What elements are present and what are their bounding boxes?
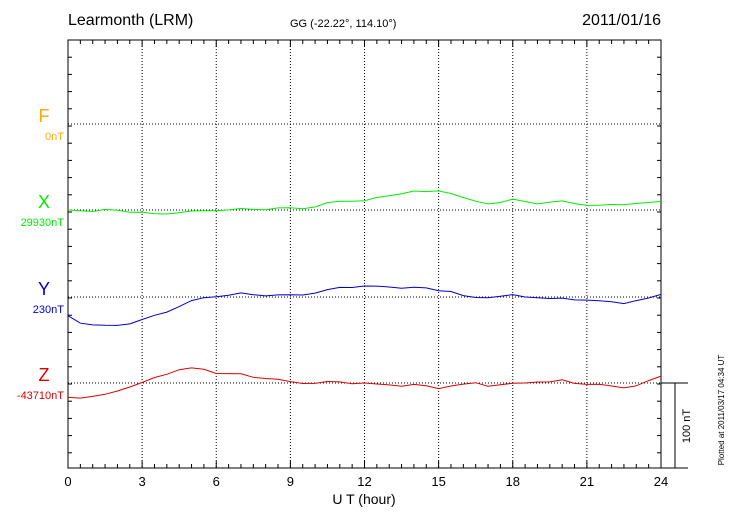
scale-bar: 100 nT [661, 382, 693, 469]
x-tick-label: 3 [139, 474, 146, 489]
station-title: Learmonth (LRM) [68, 12, 193, 29]
data-traces [67, 190, 662, 399]
component-baseline-label: 0nT [45, 131, 64, 143]
component-letter: Z [39, 365, 50, 385]
component-letter: Y [38, 279, 50, 299]
component-baseline-label: -43710nT [17, 390, 64, 402]
x-tick-label: 0 [64, 474, 71, 489]
x-tick-label: 6 [213, 474, 220, 489]
component-letter: F [39, 106, 50, 126]
plotted-at-note: Plotted at 2011/03/17 04:34 UT [717, 355, 726, 466]
series-line-X [67, 190, 662, 215]
x-tick-label: 15 [431, 474, 445, 489]
x-tick-labels: 0 3 6 9 12 15 18 21 24 [64, 474, 668, 489]
axis-ticks [67, 39, 662, 468]
component-baseline-label: 29930nT [21, 217, 65, 229]
x-tick-label: 21 [580, 474, 594, 489]
x-tick-label: 12 [357, 474, 371, 489]
scale-bar-label: 100 nT [681, 409, 693, 444]
component-baseline-label: 230nT [33, 304, 64, 316]
series-line-Y [67, 285, 662, 326]
grid-lines [68, 40, 661, 468]
coordinates-label: GG (-22.22°, 114.10°) [290, 18, 396, 30]
x-tick-label: 18 [506, 474, 520, 489]
date-label: 2011/01/16 [582, 12, 661, 29]
x-axis-label: U T (hour) [332, 491, 395, 507]
component-labels: F 0nT X 29930nT Y 230nT Z -43710nT [17, 106, 64, 402]
x-tick-label: 9 [287, 474, 294, 489]
x-tick-label: 24 [654, 474, 668, 489]
component-letter: X [38, 192, 50, 212]
series-line-Z [67, 367, 662, 399]
